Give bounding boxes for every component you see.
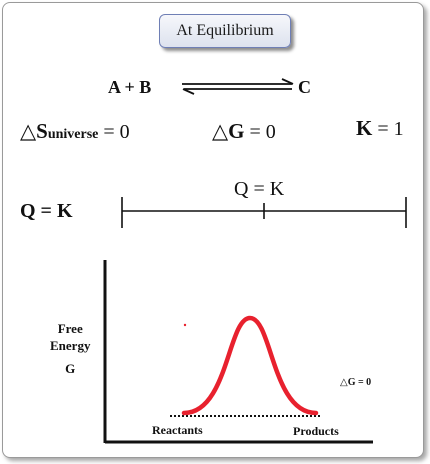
y-label-free: Free — [57, 321, 83, 336]
delta-s-value: = 0 — [98, 121, 130, 143]
delta-s-symbol: △S — [20, 119, 48, 143]
delta-g-symbol: △G — [212, 119, 245, 143]
forward-arrow-half-head — [281, 78, 294, 85]
k-value: = 1 — [372, 118, 404, 140]
q-equals-k-label: Q = K — [20, 200, 73, 222]
delta-g-value: = 0 — [244, 121, 276, 143]
energy-axes — [103, 260, 373, 444]
title-text: At Equilibrium — [176, 22, 274, 39]
reverse-arrow-half-head — [182, 88, 195, 95]
q-marker-label: Q = K — [234, 178, 285, 200]
title-box: At Equilibrium — [159, 14, 291, 48]
y-label-g: G — [65, 361, 76, 376]
k-symbol: K — [356, 116, 373, 140]
free-energy-curve — [181, 315, 319, 416]
y-axis-label: Free Energy G — [50, 320, 90, 377]
delta-s-universe: △Suniverse = 0 — [20, 118, 130, 144]
figure-frame — [2, 2, 424, 458]
products-label: Products — [293, 424, 339, 438]
reactants-text: A + B — [108, 77, 152, 97]
delta-g-zero-label: △G = 0 — [340, 377, 372, 388]
product-text: C — [298, 77, 311, 97]
equilibrium-arrow — [182, 78, 294, 95]
k-condition: K = 1 — [356, 116, 404, 141]
stray-dot — [183, 323, 187, 327]
reactants-label: Reactants — [152, 423, 203, 437]
delta-g-condition: △G = 0 — [212, 118, 276, 144]
q-scale — [121, 197, 407, 228]
y-label-energy: Energy — [50, 338, 91, 353]
delta-s-subscript: universe — [47, 127, 99, 142]
